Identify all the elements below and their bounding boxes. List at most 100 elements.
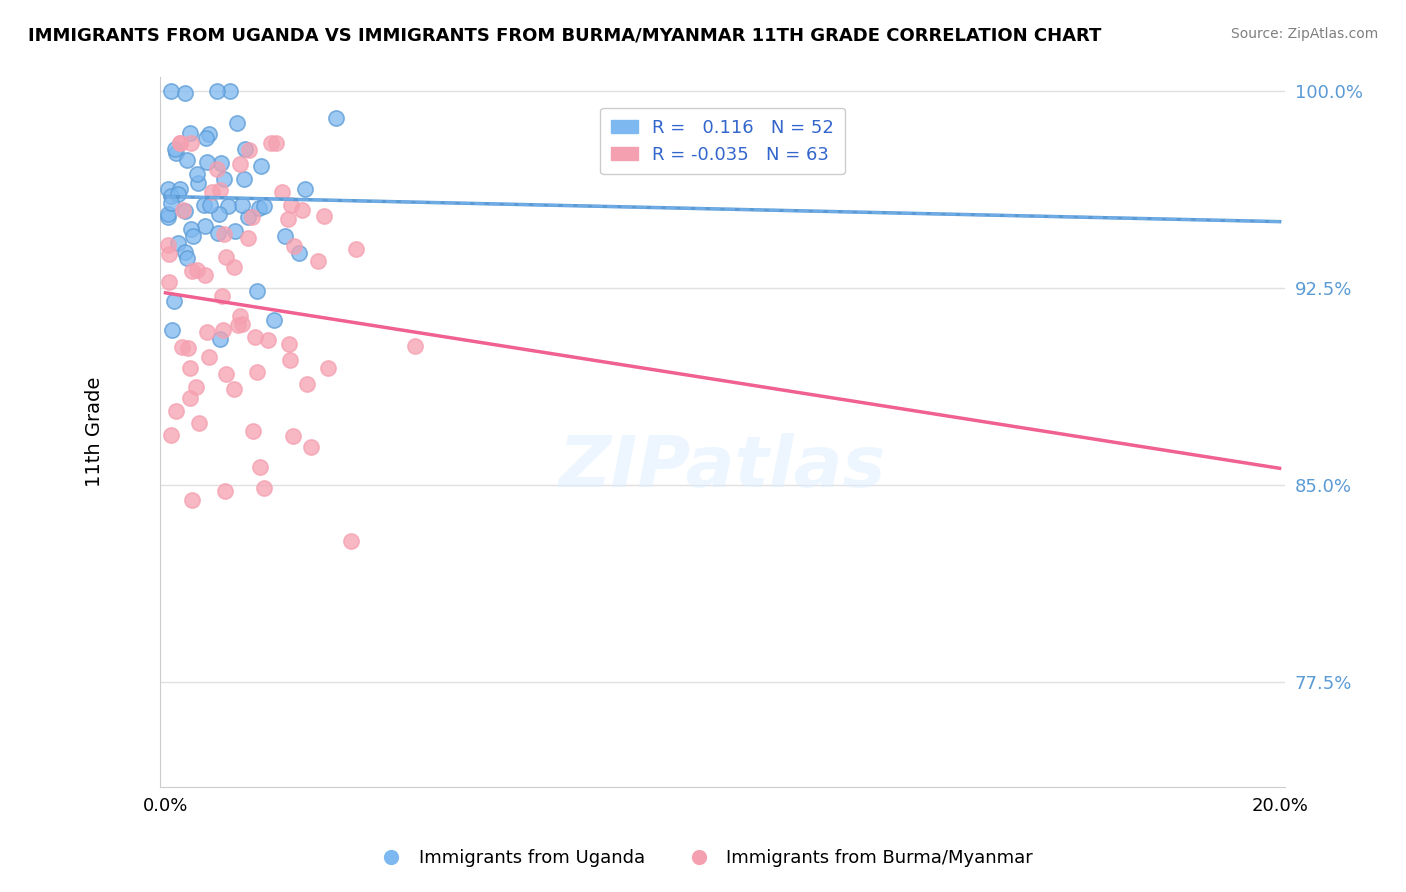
Point	[236, 210, 259, 224]
Point	[224, 224, 246, 238]
Point	[246, 365, 269, 379]
Point	[253, 481, 276, 495]
Point	[231, 318, 253, 332]
Point	[291, 202, 314, 217]
Point	[160, 196, 183, 211]
Point	[157, 210, 180, 224]
Point	[180, 493, 202, 508]
Point	[179, 361, 201, 376]
Point	[215, 367, 238, 381]
Point	[166, 186, 188, 201]
Point	[208, 207, 231, 221]
Point	[194, 131, 217, 145]
Point	[344, 243, 367, 257]
Point	[233, 142, 256, 156]
Point	[307, 254, 329, 268]
Point	[159, 189, 181, 203]
Point	[157, 276, 180, 290]
Point	[177, 341, 200, 355]
Point	[209, 155, 232, 169]
Point	[195, 155, 218, 169]
Point	[238, 144, 260, 158]
Text: Source: ZipAtlas.com: Source: ZipAtlas.com	[1230, 27, 1378, 41]
Point	[157, 207, 180, 221]
Point	[180, 222, 202, 236]
Point	[236, 230, 259, 244]
Point	[198, 198, 221, 212]
Point	[179, 392, 201, 406]
Point	[179, 127, 201, 141]
Point	[301, 440, 323, 454]
Point	[280, 198, 302, 212]
Point	[186, 262, 208, 277]
Point	[172, 202, 194, 217]
Point	[314, 209, 336, 223]
Point	[287, 245, 309, 260]
Point	[186, 380, 208, 394]
Point	[181, 264, 204, 278]
Point	[281, 428, 304, 442]
Point	[166, 236, 188, 251]
Point	[197, 325, 219, 339]
Point	[211, 289, 233, 303]
Text: ZIPatlas: ZIPatlas	[558, 434, 886, 502]
Point	[169, 136, 191, 150]
Point	[160, 323, 183, 337]
Point	[194, 219, 217, 234]
Text: IMMIGRANTS FROM UGANDA VS IMMIGRANTS FROM BURMA/MYANMAR 11TH GRADE CORRELATION C: IMMIGRANTS FROM UGANDA VS IMMIGRANTS FRO…	[28, 27, 1101, 45]
Point	[212, 227, 235, 242]
Point	[165, 403, 187, 417]
Point	[212, 171, 235, 186]
Point	[242, 424, 264, 438]
Point	[277, 212, 299, 227]
Point	[159, 84, 181, 98]
Point	[228, 157, 250, 171]
Point	[264, 136, 287, 150]
Point	[165, 142, 187, 156]
Point	[283, 239, 305, 253]
Point	[176, 153, 198, 167]
Point	[186, 167, 208, 181]
Point	[218, 84, 240, 98]
Point	[187, 176, 209, 190]
Point	[181, 229, 204, 244]
Point	[201, 185, 224, 199]
Point	[231, 198, 253, 212]
Point	[274, 229, 297, 244]
Point	[224, 260, 246, 274]
Point	[229, 309, 252, 323]
Point	[295, 376, 318, 391]
Point	[198, 350, 221, 364]
Point	[205, 84, 228, 98]
Point	[228, 318, 250, 333]
Point	[187, 416, 209, 430]
Point	[212, 323, 235, 337]
Point	[270, 185, 292, 199]
Point	[174, 203, 197, 218]
Point	[198, 127, 221, 141]
Point	[157, 182, 180, 196]
Point	[157, 237, 180, 252]
Point	[160, 427, 183, 442]
Point	[232, 172, 254, 186]
Point	[325, 111, 347, 125]
Point	[174, 86, 197, 100]
Point	[157, 246, 180, 260]
Point	[249, 159, 271, 173]
Point	[257, 333, 280, 347]
Point	[214, 483, 236, 498]
Point	[318, 360, 340, 375]
Point	[249, 459, 271, 474]
Y-axis label: 11th Grade: 11th Grade	[86, 377, 104, 487]
Point	[340, 534, 363, 549]
Point	[263, 312, 285, 326]
Point	[404, 339, 426, 353]
Legend: Immigrants from Uganda, Immigrants from Burma/Myanmar: Immigrants from Uganda, Immigrants from …	[366, 842, 1040, 874]
Point	[217, 199, 239, 213]
Point	[277, 337, 299, 351]
Point	[173, 245, 195, 260]
Point	[176, 252, 198, 266]
Point	[225, 116, 247, 130]
Point	[169, 182, 191, 196]
Point	[207, 226, 229, 240]
